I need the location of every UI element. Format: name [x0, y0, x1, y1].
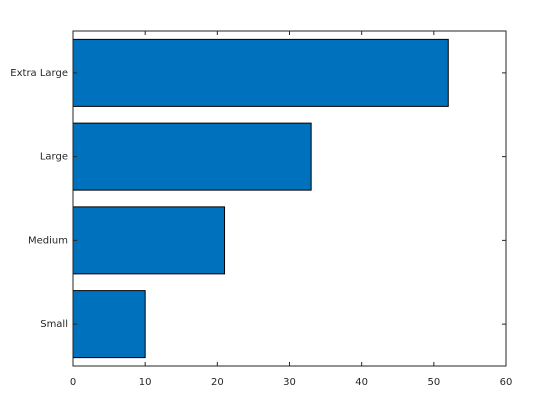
x-tick-label: 50	[427, 377, 440, 388]
y-tick-label: Large	[40, 152, 68, 163]
bar	[72, 38, 449, 107]
y-tick-label: Extra Large	[10, 68, 68, 79]
y-tick-label: Small	[40, 319, 68, 330]
x-tick-label: 0	[70, 377, 76, 388]
x-tick-label: 40	[355, 377, 368, 388]
x-tick-label: 60	[500, 377, 513, 388]
x-tick-label: 30	[283, 377, 296, 388]
bar	[72, 206, 226, 275]
bar	[72, 122, 312, 191]
y-tick-label: Medium	[28, 235, 68, 246]
bar	[72, 290, 146, 359]
axes-box	[72, 30, 507, 367]
x-tick-label: 20	[211, 377, 224, 388]
x-tick-label: 10	[139, 377, 152, 388]
